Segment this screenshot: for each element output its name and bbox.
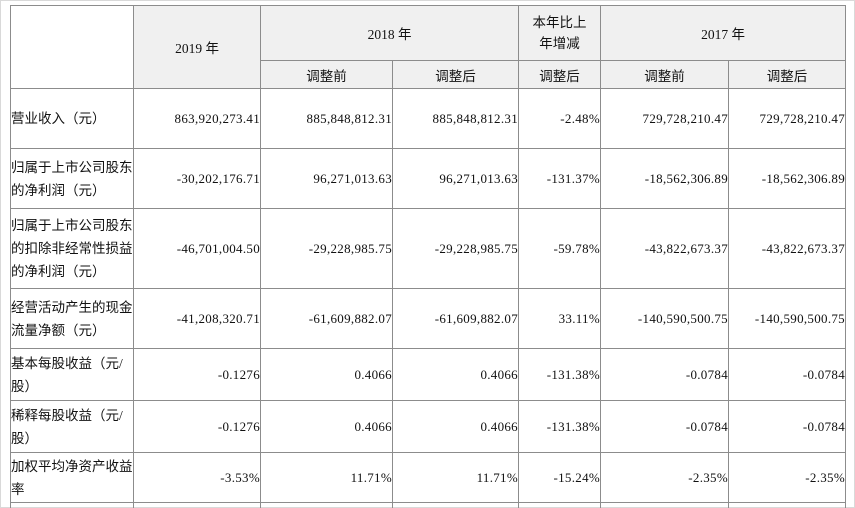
cell-change: -2.48% — [518, 88, 601, 149]
column-header-change-line2: 年增减 — [539, 36, 580, 51]
row-label: 基本每股收益（元/股） — [10, 348, 134, 401]
cell-2019: -46,701,004.50 — [133, 208, 261, 289]
cell-change: -131.37% — [518, 148, 601, 209]
cell-change: 33.11% — [518, 288, 601, 349]
column-header-change: 本年比上 年增减 — [518, 5, 601, 61]
cell-2017-after: -0.0784 — [728, 400, 846, 453]
cell-2017-before: -140,590,500.75 — [600, 288, 729, 349]
row-label: 经营活动产生的现金流量净额（元） — [10, 288, 134, 349]
cell-2018-after: 0.4066 — [392, 400, 519, 453]
empty-cell — [728, 502, 846, 508]
cell-2019: -30,202,176.71 — [133, 148, 261, 209]
table-row: 归属于上市公司股东的扣除非经常性损益的净利润（元） -46,701,004.50… — [10, 208, 846, 289]
cell-2018-before: 96,271,013.63 — [260, 148, 393, 209]
cell-2019: -41,208,320.71 — [133, 288, 261, 349]
cell-2018-before: 885,848,812.31 — [260, 88, 393, 149]
cell-2019: -0.1276 — [133, 348, 261, 401]
cell-2018-after: 96,271,013.63 — [392, 148, 519, 209]
cell-2017-before: 729,728,210.47 — [600, 88, 729, 149]
corner-cell — [10, 5, 134, 89]
cell-2017-before: -2.35% — [600, 452, 729, 503]
cell-change: -59.78% — [518, 208, 601, 289]
column-header-2018-adjust-after: 调整后 — [392, 60, 519, 89]
cell-2017-before: -0.0784 — [600, 348, 729, 401]
table-row: 经营活动产生的现金流量净额（元） -41,208,320.71 -61,609,… — [10, 288, 846, 349]
cell-2018-before: -61,609,882.07 — [260, 288, 393, 349]
cell-2017-before: -18,562,306.89 — [600, 148, 729, 209]
empty-cell — [600, 502, 729, 508]
cell-2018-after: 885,848,812.31 — [392, 88, 519, 149]
cell-2018-before: 0.4066 — [260, 348, 393, 401]
table-row: 加权平均净资产收益率 -3.53% 11.71% 11.71% -15.24% … — [10, 452, 846, 503]
column-header-2018: 2018 年 — [260, 5, 519, 61]
table-row: 稀释每股收益（元/股） -0.1276 0.4066 0.4066 -131.3… — [10, 400, 846, 453]
table-row-cutoff — [10, 502, 846, 508]
column-header-2017-adjust-after: 调整后 — [728, 60, 846, 89]
cell-2017-after: -140,590,500.75 — [728, 288, 846, 349]
cell-2019: -3.53% — [133, 452, 261, 503]
empty-cell — [260, 502, 393, 508]
cell-change: -131.38% — [518, 348, 601, 401]
column-header-change-line1: 本年比上 — [532, 15, 587, 30]
row-label: 加权平均净资产收益率 — [10, 452, 134, 503]
empty-cell — [10, 502, 134, 508]
cell-2019: 863,920,273.41 — [133, 88, 261, 149]
empty-cell — [392, 502, 519, 508]
row-label: 营业收入（元） — [10, 88, 134, 149]
cell-2018-before: -29,228,985.75 — [260, 208, 393, 289]
table-row: 营业收入（元） 863,920,273.41 885,848,812.31 88… — [10, 88, 846, 149]
empty-cell — [133, 502, 261, 508]
cell-2017-after: -18,562,306.89 — [728, 148, 846, 209]
empty-cell — [518, 502, 601, 508]
cell-2018-after: 11.71% — [392, 452, 519, 503]
cell-2018-after: 0.4066 — [392, 348, 519, 401]
cell-2018-before: 0.4066 — [260, 400, 393, 453]
table-row: 归属于上市公司股东的净利润（元） -30,202,176.71 96,271,0… — [10, 148, 846, 209]
cell-2018-after: -29,228,985.75 — [392, 208, 519, 289]
cell-change: -15.24% — [518, 452, 601, 503]
cell-2017-before: -0.0784 — [600, 400, 729, 453]
column-header-2018-adjust-before: 调整前 — [260, 60, 393, 89]
row-label: 归属于上市公司股东的扣除非经常性损益的净利润（元） — [10, 208, 134, 289]
column-header-2017: 2017 年 — [600, 5, 846, 61]
header-row-2: 调整前 调整后 调整后 调整前 调整后 — [11, 60, 846, 89]
row-label: 归属于上市公司股东的净利润（元） — [10, 148, 134, 209]
cell-2017-after: -2.35% — [728, 452, 846, 503]
row-label: 稀释每股收益（元/股） — [10, 400, 134, 453]
financial-summary-table: 2019 年 2018 年 本年比上 年增减 2017 年 调整前 调整后 调整… — [10, 5, 846, 508]
header-row-1: 2019 年 2018 年 本年比上 年增减 2017 年 — [10, 5, 846, 89]
cell-2017-before: -43,822,673.37 — [600, 208, 729, 289]
cell-2019: -0.1276 — [133, 400, 261, 453]
cell-2017-after: 729,728,210.47 — [728, 88, 846, 149]
cell-2018-before: 11.71% — [260, 452, 393, 503]
cell-2017-after: -0.0784 — [728, 348, 846, 401]
column-header-change-adjust-after: 调整后 — [518, 60, 601, 89]
cell-2017-after: -43,822,673.37 — [728, 208, 846, 289]
cell-change: -131.38% — [518, 400, 601, 453]
column-header-2019: 2019 年 — [133, 5, 261, 89]
column-header-2017-adjust-before: 调整前 — [600, 60, 729, 89]
cell-2018-after: -61,609,882.07 — [392, 288, 519, 349]
table-row: 基本每股收益（元/股） -0.1276 0.4066 0.4066 -131.3… — [10, 348, 846, 401]
